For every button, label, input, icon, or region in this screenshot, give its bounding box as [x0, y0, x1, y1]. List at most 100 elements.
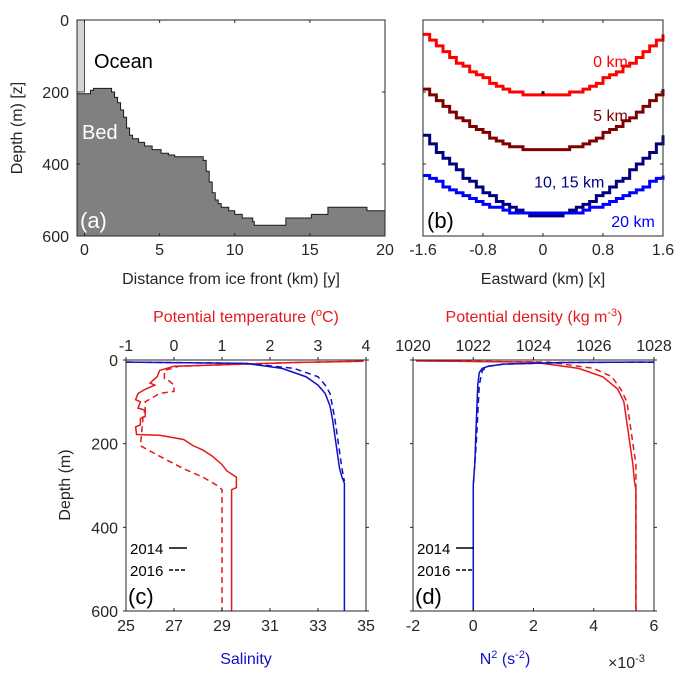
bed-outline: [77, 87, 385, 226]
legend-2016-label: 2016: [417, 563, 450, 580]
channel-profile-0-km: [423, 32, 665, 97]
x-tick-label: 5: [155, 242, 164, 259]
panel-d-data: [416, 360, 655, 611]
bottom-tick-label: 27: [165, 618, 183, 635]
bottom-tick-label: 33: [309, 618, 327, 635]
bottom-tick-label: 31: [261, 618, 279, 635]
panel-a-xlabel: Distance from ice front (km) [y]: [122, 271, 340, 288]
profile-salinity-2014: [125, 361, 346, 611]
top-label-sup: o: [316, 307, 322, 319]
panel-c-legend: 2014 2016: [130, 541, 187, 580]
top-tick-label: 1028: [636, 338, 672, 355]
x-tick-label: -0.8: [469, 242, 497, 259]
panel-c-ylabel: Depth (m): [57, 449, 74, 520]
panel-c-data: [125, 360, 364, 611]
y-tick-label: 600: [91, 604, 118, 621]
panel-a-label: (a): [80, 208, 107, 233]
ice-shelf: [76, 19, 85, 93]
top-tick-label: 1020: [395, 338, 431, 355]
profile-salinity-2016: [125, 361, 346, 482]
bottom-tick-label: 4: [589, 618, 598, 635]
bottom-tick-label: 29: [213, 618, 231, 635]
series-label: 0 km: [593, 54, 628, 71]
panel-d: 1020 1022 1024 1026 1028 -2 0 2 4 6 Potential den…: [395, 307, 672, 672]
panel-c-top-axis-label: Potential temperature (oC): [153, 307, 339, 326]
profile-density-2014: [416, 360, 637, 611]
x-tick-label: -1.6: [409, 242, 437, 259]
series-label: 5 km: [593, 108, 628, 125]
n2-sup2: -2: [515, 649, 525, 661]
panel-d-legend: 2014 2016: [417, 541, 474, 580]
panel-c-frame: [125, 359, 367, 612]
y-tick-label: 200: [91, 437, 118, 454]
top-label-main: Potential density (kg m: [446, 309, 608, 326]
ocean-annotation: Ocean: [94, 51, 153, 73]
top-tick-label: 3: [314, 338, 323, 355]
x-tick-label: 0: [539, 242, 548, 259]
top-tick-label: 1022: [455, 338, 491, 355]
bed-annotation: Bed: [82, 122, 118, 144]
panel-d-bottom-axis-label: N2 (s-2): [480, 649, 531, 668]
legend-2014-label: 2014: [417, 541, 450, 558]
series-label: 20 km: [611, 214, 655, 231]
panel-d-top-axis-label: Potential density (kg m-3): [446, 307, 623, 326]
x-tick-label: 20: [376, 242, 394, 259]
profile-n2-2014: [472, 361, 655, 611]
x-tick-label: 1.6: [652, 242, 674, 259]
profile-n2-2016: [472, 361, 655, 486]
multiplier-base: ×10: [608, 655, 635, 672]
y-tick-label: 400: [42, 157, 69, 174]
panel-b-xlabel: Eastward (km) [x]: [481, 271, 605, 288]
bed-area: [77, 88, 385, 237]
n2-main: N: [480, 651, 492, 668]
y-tick-label: 200: [42, 85, 69, 102]
x-tick-label: 10: [226, 242, 244, 259]
profile-temperature-2014: [134, 360, 364, 611]
n2-end: ): [525, 651, 530, 668]
legend-2016-label: 2016: [130, 563, 163, 580]
top-label-end: ): [617, 309, 622, 326]
channel-profile-5-km: [423, 87, 665, 152]
bottom-tick-label: 2: [529, 618, 538, 635]
bottom-tick-label: -2: [406, 618, 420, 635]
panel-b-data: 0 km 5 km 10, 15 km 20 km: [423, 32, 665, 231]
n2-sup: 2: [491, 649, 497, 661]
panel-b-ticks: -1.6 -0.8 0 0.8 1.6: [409, 19, 674, 259]
profile-density-2016: [416, 360, 637, 611]
top-tick-label: 2: [266, 338, 275, 355]
y-tick-label: 600: [42, 229, 69, 246]
panel-c-bottom-axis-label: Salinity: [220, 651, 272, 668]
panel-a-ylabel: Depth (m) [z]: [9, 82, 26, 174]
top-tick-label: 1026: [576, 338, 612, 355]
panel-a-frame: [76, 19, 386, 237]
top-tick-label: 4: [362, 338, 371, 355]
top-label-sup: -3: [607, 307, 617, 319]
top-label-end: C): [322, 309, 339, 326]
panel-d-multiplier: ×10-3: [608, 653, 645, 672]
top-tick-label: 1: [218, 338, 227, 355]
channel-profile-10-15-km: [423, 133, 665, 218]
bottom-tick-label: 35: [357, 618, 375, 635]
top-label-main: Potential temperature (: [153, 309, 316, 326]
n2-mid: (s: [497, 651, 515, 668]
x-tick-label: 0.8: [592, 242, 614, 259]
profile-temperature-2016: [139, 360, 362, 611]
bottom-tick-label: 6: [650, 618, 659, 635]
panel-d-ticks: 1020 1022 1024 1026 1028 -2 0 2 4 6: [395, 338, 672, 635]
panel-d-label: (d): [415, 584, 442, 609]
panel-b-label: (b): [427, 208, 454, 233]
top-tick-label: 0: [170, 338, 179, 355]
panel-b-frame: [422, 19, 664, 237]
top-tick-label: 1024: [516, 338, 552, 355]
series-label: 10, 15 km: [534, 174, 604, 191]
y-tick-label: 400: [91, 520, 118, 537]
panel-b: 0 km 5 km 10, 15 km 20 km -1.6 -0.8 0 0.8 1.6 (…: [409, 19, 674, 288]
x-tick-label: 15: [301, 242, 319, 259]
x-tick-label: 0: [80, 242, 89, 259]
multiplier-exp: -3: [635, 653, 645, 665]
